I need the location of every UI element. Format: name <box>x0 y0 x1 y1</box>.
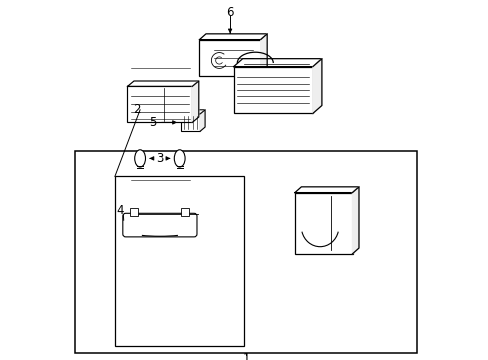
Text: 5: 5 <box>149 116 156 129</box>
Bar <box>233 67 312 113</box>
Ellipse shape <box>174 150 185 167</box>
Bar <box>180 114 200 131</box>
Bar <box>115 176 244 346</box>
Polygon shape <box>192 81 199 122</box>
Bar <box>130 208 138 216</box>
Text: 6: 6 <box>226 6 233 19</box>
Text: 1: 1 <box>242 352 249 360</box>
Bar <box>75 151 416 353</box>
Polygon shape <box>352 187 358 254</box>
Bar <box>294 193 352 254</box>
Bar <box>199 40 260 76</box>
FancyBboxPatch shape <box>122 213 197 237</box>
Text: 2: 2 <box>132 103 140 116</box>
Polygon shape <box>260 34 266 76</box>
Bar <box>127 86 192 122</box>
Polygon shape <box>200 110 204 131</box>
Bar <box>181 208 188 216</box>
Text: 4: 4 <box>116 204 124 217</box>
Polygon shape <box>312 59 321 113</box>
Ellipse shape <box>134 150 145 167</box>
Text: 3: 3 <box>156 152 163 165</box>
